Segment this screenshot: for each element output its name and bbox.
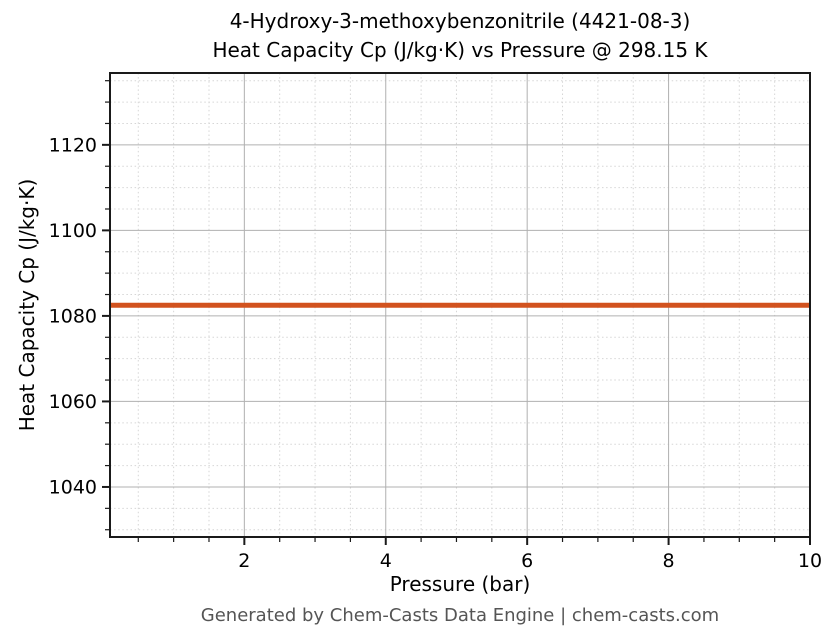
y-tick-label: 1080	[49, 305, 97, 327]
y-tick-label: 1100	[49, 220, 97, 242]
plot-border	[109, 72, 811, 538]
chart-title-line1: 4-Hydroxy-3-methoxybenzonitrile (4421-08…	[229, 9, 691, 33]
grid-minor	[110, 73, 810, 537]
axis-ticks	[102, 80, 811, 545]
chart-title-line2: Heat Capacity Cp (J/kg·K) vs Pressure @ …	[212, 38, 708, 62]
x-tick-label: 6	[521, 550, 533, 572]
chart-title: 4-Hydroxy-3-methoxybenzonitrile (4421-08…	[110, 7, 810, 65]
footer-credit: Generated by Chem-Casts Data Engine | ch…	[200, 605, 720, 626]
x-tick-label: 2	[238, 550, 250, 572]
y-tick-label: 1120	[49, 134, 97, 156]
y-tick-label: 1040	[49, 476, 97, 498]
x-tick-label: 8	[663, 550, 675, 572]
y-tick-label: 1060	[49, 391, 97, 413]
tick-labels: 2 4 6 8 10 1040 1060 1080 1100 1120	[49, 134, 822, 572]
x-tick-label: 10	[798, 550, 822, 572]
x-axis-label: Pressure (bar)	[389, 572, 531, 596]
y-axis-label: Heat Capacity Cp (J/kg·K)	[15, 178, 39, 432]
x-tick-label: 4	[380, 550, 392, 572]
